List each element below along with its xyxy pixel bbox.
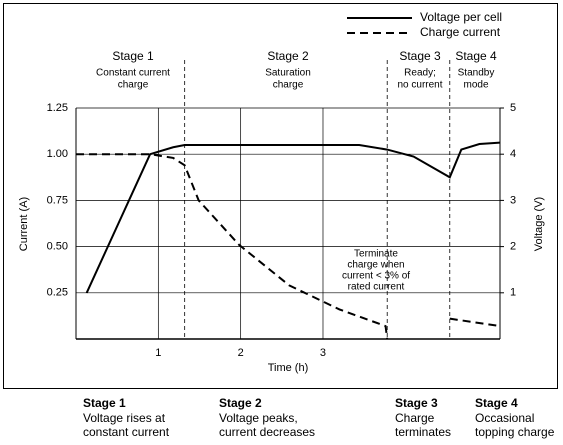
stage-label: mode	[463, 80, 488, 91]
stage-label: charge	[273, 80, 304, 91]
caption-line: Occasional	[475, 411, 534, 425]
y-tick-label: 0.75	[47, 194, 68, 206]
y2-tick-label: 3	[510, 194, 516, 206]
caption-line: topping charge	[475, 425, 555, 439]
caption-title: Stage 1	[83, 396, 126, 410]
series-line	[85, 141, 501, 294]
y2-tick-label: 4	[510, 148, 516, 160]
stage-label: Standby	[458, 68, 495, 79]
y2-tick-label: 2	[510, 241, 516, 253]
caption-line: constant current	[83, 425, 170, 439]
stage-label: Constant current	[96, 68, 170, 79]
y2-axis-label: Voltage (V)	[533, 197, 545, 251]
x-tick-label: 3	[320, 347, 326, 359]
annotation: charge when	[347, 260, 404, 271]
y-tick-label: 0.25	[47, 287, 68, 299]
caption-line: Voltage rises at	[83, 411, 166, 425]
y2-tick-label: 5	[510, 102, 516, 114]
series-line	[76, 153, 501, 340]
annotation: Terminate	[354, 249, 398, 260]
stage-title: Stage 1	[112, 49, 154, 63]
legend-label: Charge current	[420, 25, 501, 39]
stage-label: no current	[397, 80, 442, 91]
stage-label: Saturation	[265, 68, 311, 79]
y2-tick-label: 1	[510, 287, 516, 299]
x-axis-label: Time (h)	[268, 362, 309, 374]
caption-title: Stage 2	[219, 396, 262, 410]
y-tick-label: 0.50	[47, 241, 68, 253]
caption-line: Charge	[395, 411, 435, 425]
caption-title: Stage 4	[475, 396, 518, 410]
frame	[3, 3, 558, 389]
legend-label: Voltage per cell	[420, 10, 502, 24]
stage-title: Stage 2	[267, 49, 309, 63]
stage-title: Stage 3	[399, 49, 441, 63]
caption-line: terminates	[395, 425, 451, 439]
caption-line: Voltage peaks,	[219, 411, 298, 425]
x-tick-label: 2	[238, 347, 244, 359]
y-tick-label: 1.00	[47, 148, 68, 160]
annotation: current < 3% of	[342, 271, 410, 282]
stage-title: Stage 4	[455, 49, 497, 63]
y-axis-label: Current (A)	[18, 197, 30, 251]
stage-label: charge	[118, 80, 149, 91]
caption-line: current decreases	[219, 425, 315, 439]
caption-title: Stage 3	[395, 396, 438, 410]
y-tick-label: 1.25	[47, 102, 68, 114]
x-tick-label: 1	[155, 347, 161, 359]
stage-label: Ready;	[404, 68, 436, 79]
annotation: rated current	[348, 282, 405, 293]
